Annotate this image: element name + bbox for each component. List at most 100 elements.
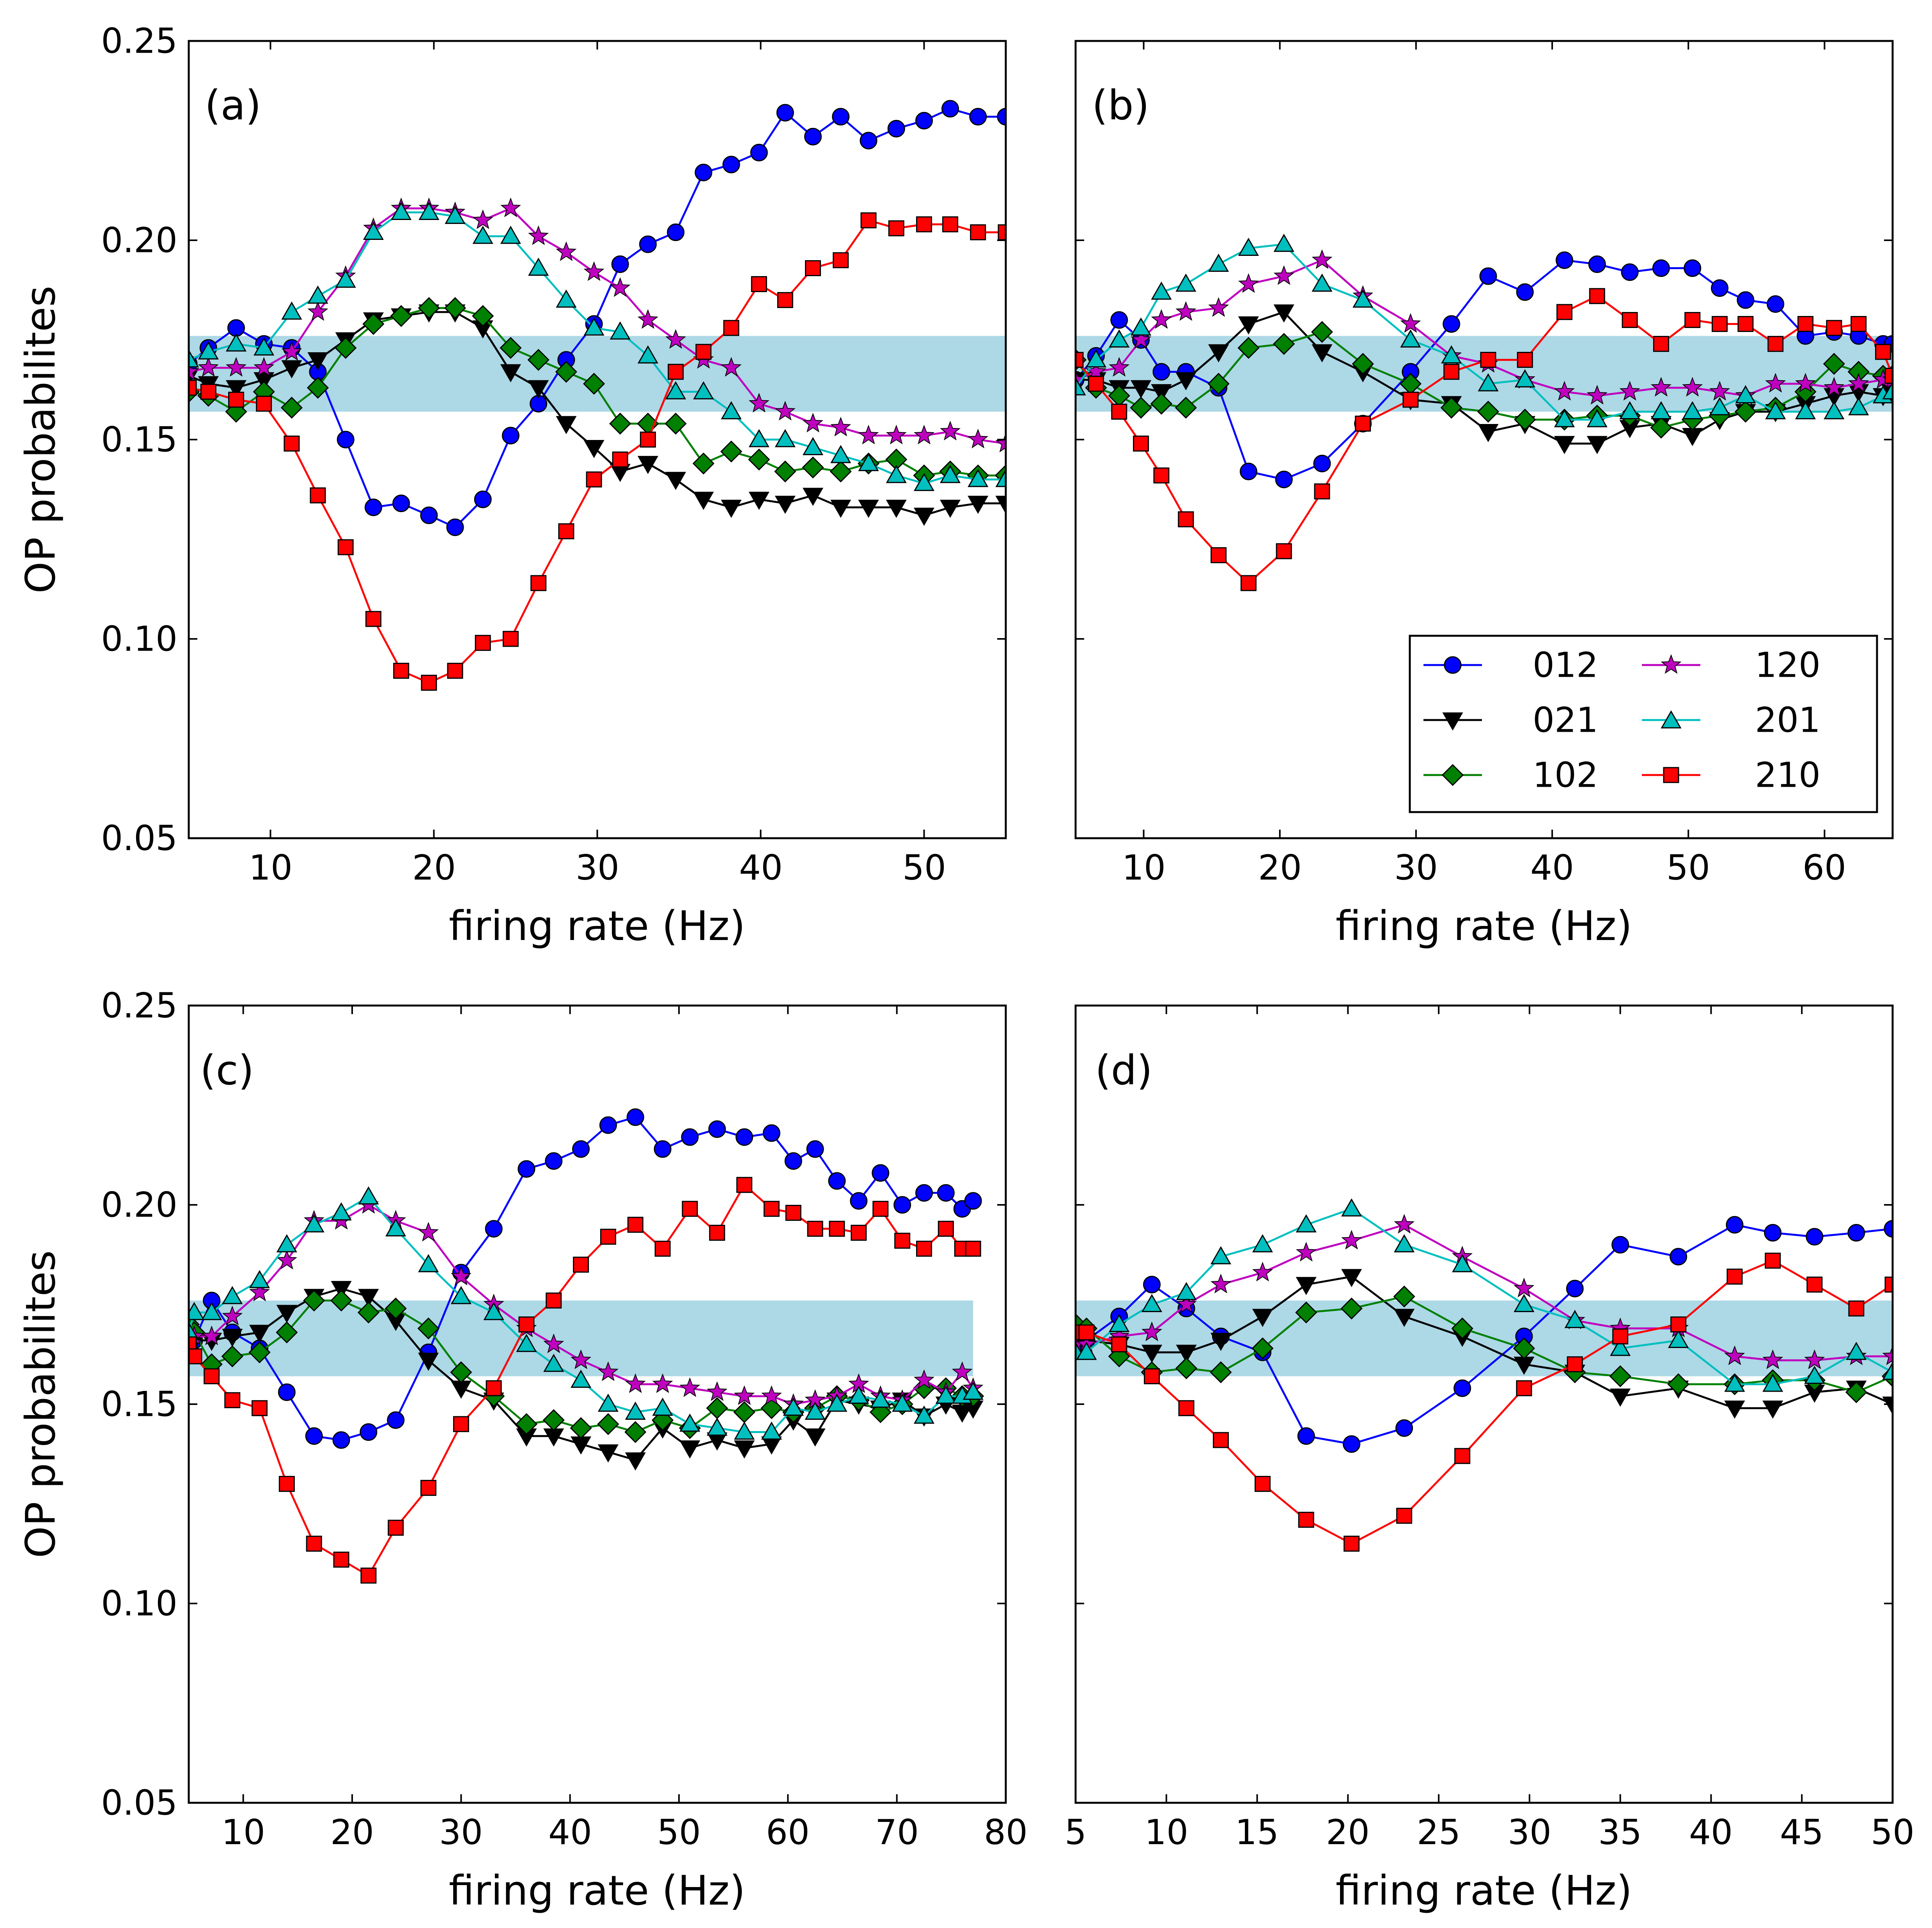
square-icon xyxy=(252,1400,268,1416)
x-tick-label-10: 10 xyxy=(249,848,292,888)
triangle-up-icon xyxy=(1514,369,1535,388)
square-icon xyxy=(851,1225,867,1241)
triangle-up-icon xyxy=(1076,1342,1097,1360)
triangle-up-icon xyxy=(1296,1214,1317,1233)
triangle-down-icon xyxy=(276,1305,297,1323)
triangle-up-icon xyxy=(1478,373,1499,392)
star-icon xyxy=(1131,329,1152,349)
triangle-up-icon xyxy=(1848,397,1869,415)
square-icon xyxy=(189,380,197,396)
star-icon xyxy=(1804,1349,1825,1369)
triangle-up-icon xyxy=(892,1393,913,1412)
triangle-down-icon xyxy=(721,500,742,518)
star-icon xyxy=(1312,249,1333,269)
diamond-icon xyxy=(444,297,466,319)
square-icon xyxy=(894,1233,911,1249)
square-icon xyxy=(365,611,381,627)
triangle-down-icon xyxy=(222,1328,243,1347)
circle-icon xyxy=(1588,255,1606,273)
circle-icon xyxy=(1847,1224,1865,1242)
square-icon xyxy=(502,631,519,647)
x-tick-label-60: 60 xyxy=(1803,848,1846,888)
diamond-icon xyxy=(1514,408,1536,431)
circle-icon xyxy=(332,1431,350,1449)
series-201 xyxy=(1076,234,1893,427)
square-icon xyxy=(1884,367,1893,384)
diamond-icon xyxy=(1667,1373,1689,1396)
circle-icon xyxy=(941,100,959,118)
square-icon xyxy=(1076,352,1084,368)
square-icon xyxy=(872,1201,889,1217)
square-icon xyxy=(1178,1400,1195,1416)
triangle-down-icon xyxy=(1341,1269,1362,1287)
panel-label: (d) xyxy=(1095,1046,1152,1094)
square-icon xyxy=(1153,467,1170,484)
square-icon xyxy=(829,1220,845,1237)
circle-icon xyxy=(1395,1419,1413,1437)
triangle-up-icon xyxy=(363,222,384,240)
diamond-icon xyxy=(303,1289,325,1312)
triangle-up-icon xyxy=(1514,1294,1535,1312)
x-tick-label-10: 10 xyxy=(222,1812,265,1852)
diamond-icon xyxy=(1251,1337,1274,1360)
triangle-up-icon xyxy=(1564,1310,1585,1328)
diamond-icon xyxy=(1352,353,1374,375)
diamond-icon xyxy=(802,456,824,479)
triangle-down-icon xyxy=(1238,316,1259,335)
triangle-down-icon xyxy=(281,360,302,379)
diamond-icon xyxy=(357,1301,380,1324)
square-icon xyxy=(1402,392,1419,408)
triangle-down-icon xyxy=(679,1440,700,1459)
triangle-up-icon xyxy=(995,469,1006,487)
x-axis-label: firing rate (Hz) xyxy=(1336,902,1632,950)
triangle-up-icon xyxy=(1131,317,1152,336)
diamond-icon xyxy=(417,1317,440,1339)
star-icon xyxy=(1208,297,1229,317)
star-icon xyxy=(995,433,1006,452)
square-icon xyxy=(709,1225,725,1241)
triangle-down-icon xyxy=(1210,1332,1232,1351)
circle-icon xyxy=(997,108,1006,126)
diamond-icon xyxy=(1237,337,1260,359)
x-tick-label-20: 20 xyxy=(412,848,456,888)
circle-icon xyxy=(750,144,768,161)
triangle-down-icon xyxy=(968,496,989,514)
star-icon xyxy=(189,361,199,381)
triangle-up-icon xyxy=(858,453,879,471)
diamond-icon xyxy=(335,337,357,359)
circle-icon xyxy=(1670,1248,1687,1266)
star-icon xyxy=(886,424,907,445)
square-icon xyxy=(1612,1328,1629,1344)
triangle-up-icon xyxy=(1709,397,1730,415)
triangle-down-icon xyxy=(500,364,521,383)
star-icon xyxy=(665,329,686,349)
circle-icon xyxy=(518,1160,535,1178)
circle-icon xyxy=(446,518,464,536)
series-210 xyxy=(1076,288,1893,591)
star-icon xyxy=(1824,377,1845,397)
square-icon xyxy=(998,224,1006,241)
diamond-icon xyxy=(720,440,743,463)
triangle-up-icon xyxy=(637,345,658,364)
triangle-down-icon xyxy=(995,496,1006,514)
square-icon xyxy=(1078,1324,1095,1341)
star-icon xyxy=(625,1373,646,1393)
triangle-down-icon xyxy=(625,1452,646,1471)
diamond-icon xyxy=(1609,1365,1631,1387)
diamond-icon xyxy=(830,460,852,482)
triangle-up-icon xyxy=(1441,345,1462,364)
diamond-icon xyxy=(1650,417,1672,439)
circle-icon xyxy=(1516,283,1534,301)
square-icon xyxy=(1111,403,1127,420)
triangle-down-icon xyxy=(775,496,796,514)
triangle-down-icon xyxy=(1724,1400,1745,1419)
triangle-up-icon xyxy=(418,202,440,220)
x-tick-label-30: 30 xyxy=(1394,848,1438,888)
legend-item-012: 012 xyxy=(1423,645,1598,685)
star-icon xyxy=(1238,273,1259,293)
diamond-icon xyxy=(330,1289,353,1312)
square-icon xyxy=(612,451,628,468)
triangle-down-icon xyxy=(913,507,935,526)
star-icon xyxy=(913,1369,935,1389)
x-tick-label-20: 20 xyxy=(1326,1812,1370,1852)
